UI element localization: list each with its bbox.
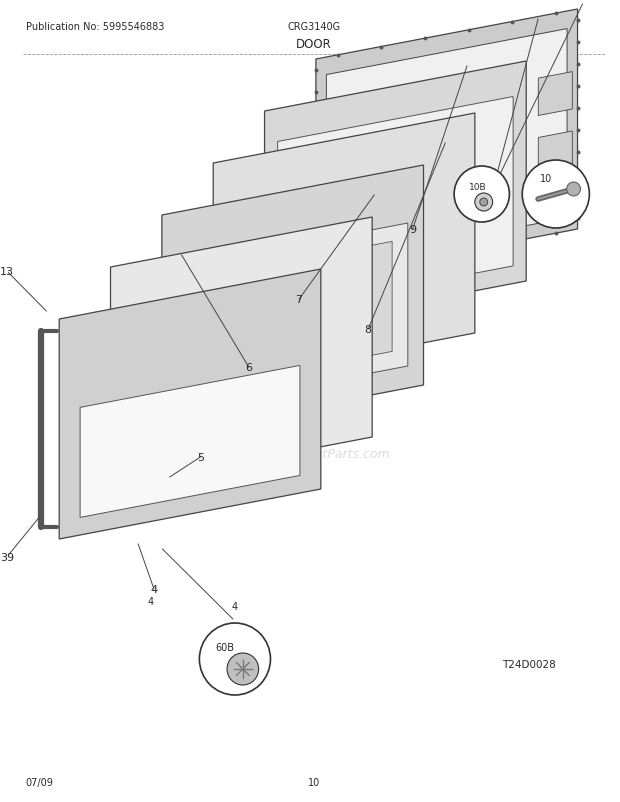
Polygon shape	[110, 217, 372, 488]
Text: 7: 7	[296, 294, 303, 305]
Polygon shape	[193, 242, 392, 390]
Text: 4: 4	[148, 596, 154, 606]
Text: 13: 13	[0, 267, 14, 277]
Text: Publication No: 5995546883: Publication No: 5995546883	[25, 22, 164, 32]
Circle shape	[200, 623, 270, 695]
Polygon shape	[213, 114, 475, 383]
Text: 5: 5	[197, 452, 204, 463]
Polygon shape	[80, 366, 300, 518]
Circle shape	[475, 194, 493, 212]
Text: 10: 10	[540, 174, 552, 184]
Polygon shape	[326, 30, 567, 265]
Text: 39: 39	[0, 553, 14, 562]
Text: DOOR: DOOR	[296, 38, 332, 51]
Text: 07/09: 07/09	[25, 777, 53, 787]
Circle shape	[480, 199, 488, 207]
Circle shape	[454, 167, 510, 223]
Polygon shape	[162, 166, 423, 435]
Polygon shape	[278, 97, 513, 311]
Text: 60B: 60B	[216, 642, 234, 652]
Text: 8: 8	[365, 325, 372, 334]
Text: 4: 4	[232, 602, 238, 611]
Text: 4: 4	[151, 585, 157, 594]
Polygon shape	[59, 269, 321, 539]
Text: 12: 12	[485, 190, 498, 200]
Text: 10B: 10B	[469, 182, 487, 191]
Text: 10: 10	[308, 777, 320, 787]
Polygon shape	[177, 224, 408, 411]
Text: 6: 6	[246, 363, 252, 373]
Polygon shape	[538, 132, 572, 182]
Text: T24D0028: T24D0028	[502, 659, 556, 669]
Circle shape	[227, 653, 259, 685]
Circle shape	[522, 160, 590, 229]
Circle shape	[567, 183, 580, 196]
Text: 9: 9	[409, 225, 416, 235]
Polygon shape	[538, 72, 572, 116]
Polygon shape	[219, 238, 366, 385]
Polygon shape	[316, 10, 578, 280]
Text: CRG3140G: CRG3140G	[287, 22, 340, 32]
Text: eReplacementParts.com: eReplacementParts.com	[237, 448, 390, 461]
Polygon shape	[265, 62, 526, 331]
